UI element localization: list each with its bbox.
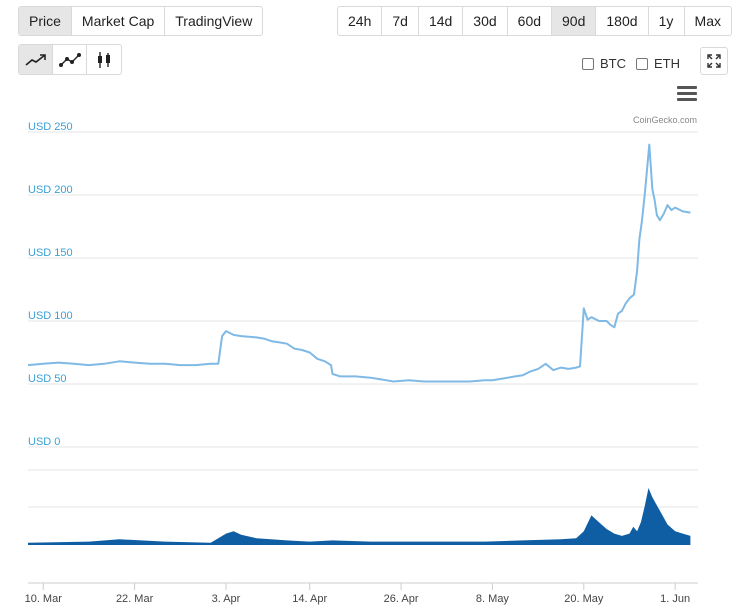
volume-area [28, 488, 691, 545]
view-tabs: Price Market Cap TradingView [18, 6, 264, 36]
tab-tradingview[interactable]: TradingView [175, 13, 253, 29]
x-tick-label: 20. May [564, 593, 604, 605]
line-chart-button[interactable] [19, 45, 53, 74]
btc-checkbox[interactable] [582, 57, 594, 70]
compare-btc[interactable]: BTC [582, 56, 626, 71]
range-tabs: 24h 7d 14d 30d 60d 90d 180d 1y Max [337, 6, 732, 36]
x-tick-label: 10. Mar [25, 593, 63, 605]
x-tick-label: 22. Mar [116, 593, 154, 605]
line-chart-icon [24, 53, 46, 66]
y-tick-label: USD 0 [28, 436, 60, 448]
x-tick-label: 14. Apr [292, 593, 327, 605]
x-tick-label: 8. May [476, 593, 510, 605]
chart-credits[interactable]: CoinGecko.com [632, 115, 697, 125]
x-tick-label: 1. Jun [660, 593, 690, 605]
eth-label: ETH [654, 56, 680, 71]
y-axis-labels: USD 0 USD 50 USD 100 USD 150 USD 200 USD 250 [28, 121, 73, 448]
range-90d[interactable]: 90d [552, 7, 597, 35]
range-30d[interactable]: 30d [463, 7, 508, 35]
price-line [27, 143, 691, 383]
y-tick-label: USD 100 [28, 310, 73, 322]
expand-button[interactable] [700, 47, 728, 75]
candlestick-chart-button[interactable] [87, 45, 121, 74]
range-7d[interactable]: 7d [382, 7, 419, 35]
range-180d[interactable]: 180d [596, 7, 649, 35]
candlestick-chart-icon [98, 51, 110, 68]
y-tick-label: USD 250 [28, 121, 73, 133]
range-60d[interactable]: 60d [508, 7, 553, 35]
y-tick-label: USD 150 [28, 247, 73, 259]
x-axis-labels: 10. Mar 22. Mar 3. Apr 14. Apr 26. Apr 8. May… [25, 583, 690, 605]
eth-checkbox[interactable] [636, 57, 648, 70]
menu-icon [677, 86, 697, 89]
y-tick-label: USD 200 [28, 184, 73, 196]
chart-menu-button[interactable] [677, 86, 697, 104]
tab-market-cap[interactable]: Market Cap [72, 7, 166, 35]
scatter-line-chart-icon [58, 52, 81, 67]
range-14d[interactable]: 14d [419, 7, 464, 35]
scatter-line-chart-button[interactable] [53, 45, 87, 74]
chart-type-toggle [18, 44, 122, 75]
y-tick-label: USD 50 [28, 373, 67, 385]
btc-label: BTC [600, 56, 626, 71]
range-1y[interactable]: 1y [649, 7, 685, 35]
grid-lines [28, 131, 698, 508]
range-max[interactable]: Max [694, 13, 721, 29]
range-24h[interactable]: 24h [338, 7, 383, 35]
tab-price[interactable]: Price [19, 7, 72, 35]
x-tick-label: 3. Apr [212, 593, 241, 605]
compare-eth[interactable]: ETH [636, 56, 680, 71]
expand-icon [707, 54, 721, 68]
x-tick-label: 26. Apr [384, 593, 419, 605]
